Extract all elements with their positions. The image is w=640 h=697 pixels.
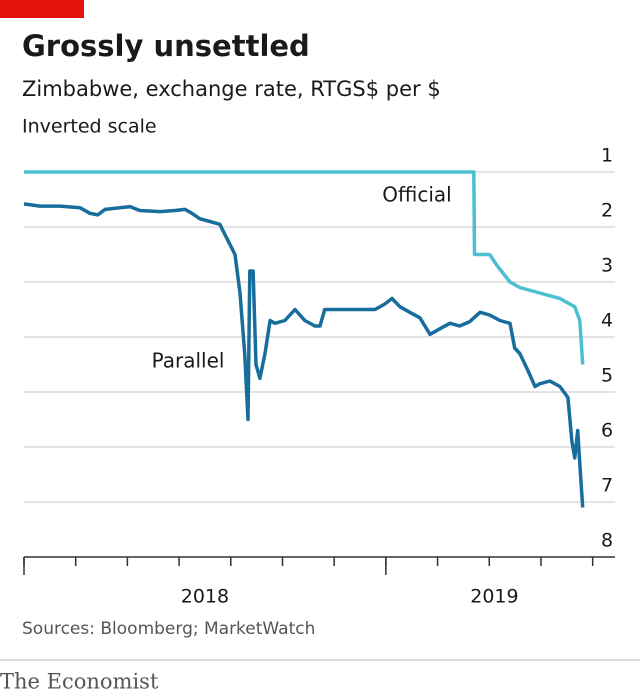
y-tick-label: 3: [601, 255, 613, 277]
y-tick-label: 6: [601, 420, 613, 442]
chart-title: Grossly unsettled: [22, 29, 310, 63]
series-line: [24, 170, 585, 365]
y-tick-label: 7: [601, 475, 613, 497]
chart-subtitle: Zimbabwe, exchange rate, RTGS$ per $: [22, 77, 441, 101]
x-tick-label: 2018: [181, 586, 229, 608]
x-tick-label: 2019: [470, 586, 518, 608]
plot-area: 1 2 3 4 5 6 7 8 2018 2019 Official Parallel: [23, 145, 615, 608]
red-tag: [0, 0, 84, 18]
publisher: The Economist: [0, 670, 159, 694]
y-tick-label: 8: [601, 530, 613, 552]
series-label: Official: [382, 183, 451, 207]
series-label: Parallel: [152, 349, 225, 373]
y-tick-label: 1: [601, 145, 613, 167]
y-tick-label: 2: [601, 200, 613, 222]
y-tick-label: 5: [601, 365, 613, 387]
series-line: [23, 202, 585, 508]
scale-note: Inverted scale: [22, 116, 157, 138]
source-note: Sources: Bloomberg; MarketWatch: [22, 619, 315, 639]
y-tick-label: 4: [601, 310, 613, 332]
